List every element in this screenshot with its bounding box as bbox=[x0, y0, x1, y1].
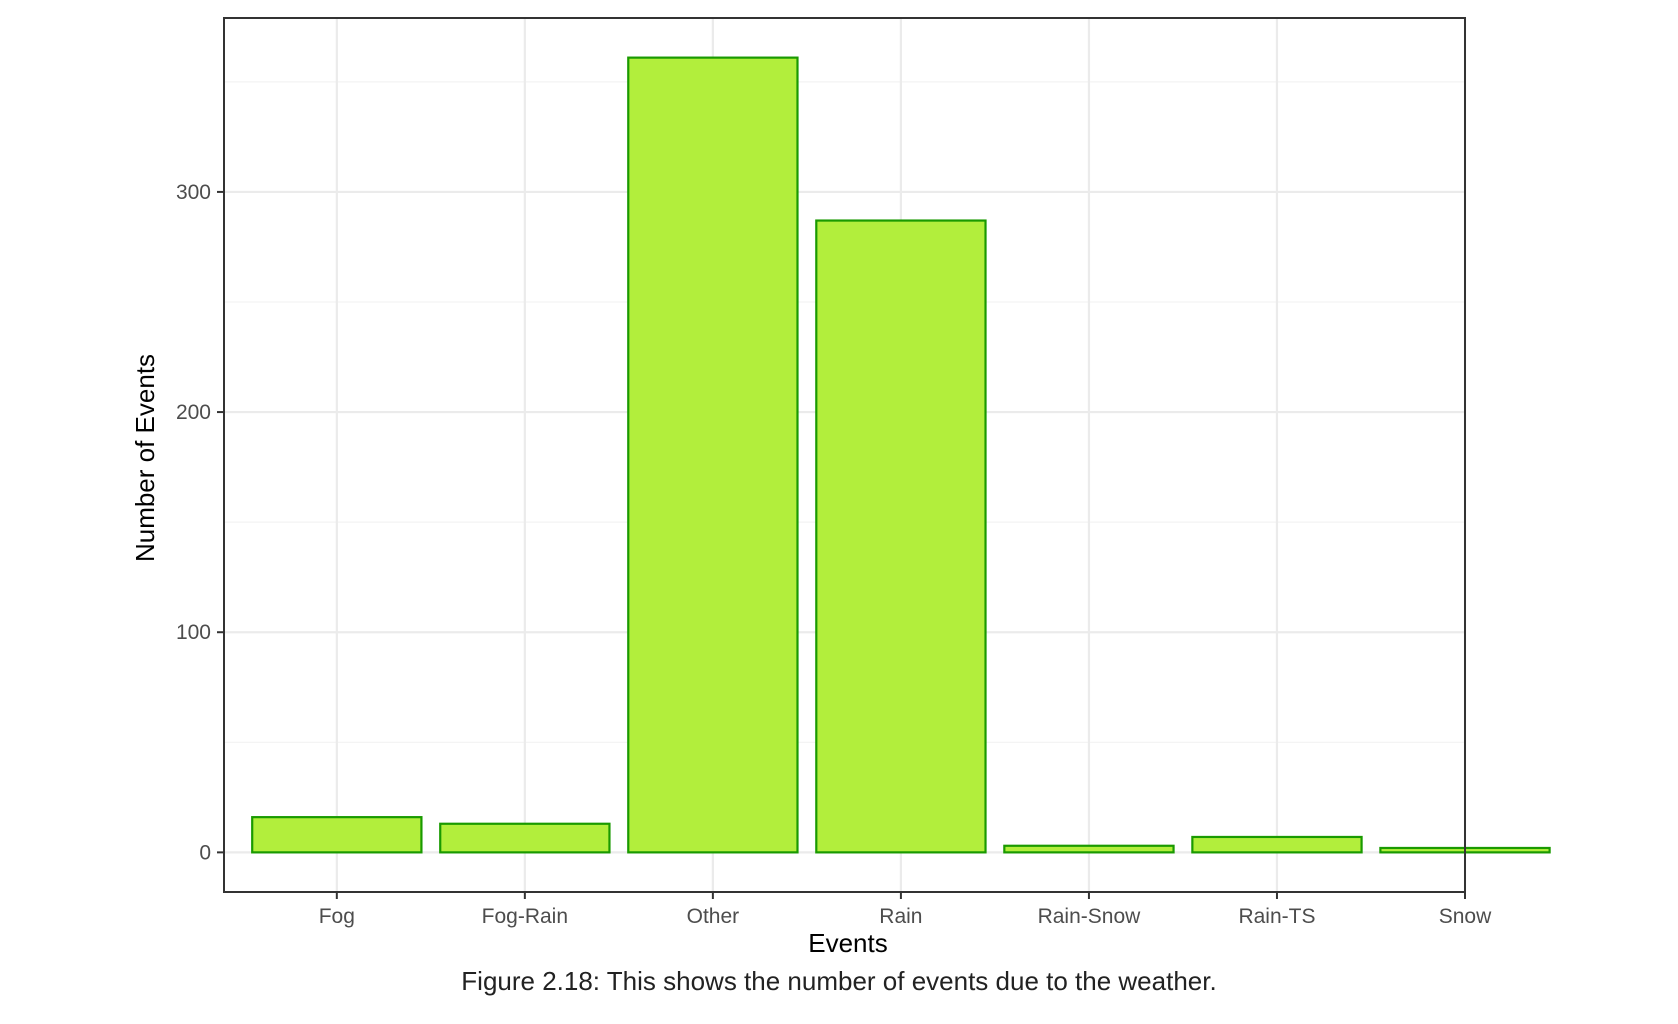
x-tick-label: Rain-TS bbox=[1238, 905, 1315, 928]
figure-caption: Figure 2.18: This shows the number of ev… bbox=[461, 966, 1217, 996]
x-tick-label: Fog bbox=[319, 905, 355, 928]
y-tick-label: 100 bbox=[176, 621, 211, 644]
plot-panel-border-rect bbox=[223, 17, 1466, 893]
y-tick-label: 0 bbox=[199, 841, 211, 864]
bar-rain bbox=[815, 219, 987, 854]
bar-rain-ts bbox=[1191, 835, 1363, 854]
x-axis-title: Events bbox=[808, 928, 888, 958]
y-axis-ticks: 0 100 200 300 bbox=[176, 181, 224, 864]
bars bbox=[251, 56, 1551, 854]
x-tick-label: Other bbox=[687, 905, 740, 928]
x-tick-label: Snow bbox=[1439, 905, 1492, 928]
y-tick-label: 200 bbox=[176, 401, 211, 424]
y-axis-title: Number of Events bbox=[130, 354, 160, 562]
y-tick-label: 300 bbox=[176, 181, 211, 204]
panel-border bbox=[223, 17, 1466, 893]
x-tick-label: Rain bbox=[879, 905, 922, 928]
x-axis-ticks: Fog Fog-Rain Other Rain Rain-Snow Rain-TS Snow bbox=[319, 892, 1492, 928]
x-tick-label: Fog-Rain bbox=[482, 905, 568, 928]
x-tick-label: Rain-Snow bbox=[1038, 905, 1142, 928]
bar-rain-snow bbox=[1003, 844, 1175, 854]
bar-fog bbox=[251, 816, 423, 854]
bar-other bbox=[627, 56, 799, 854]
bar-fog-rain bbox=[439, 822, 611, 854]
